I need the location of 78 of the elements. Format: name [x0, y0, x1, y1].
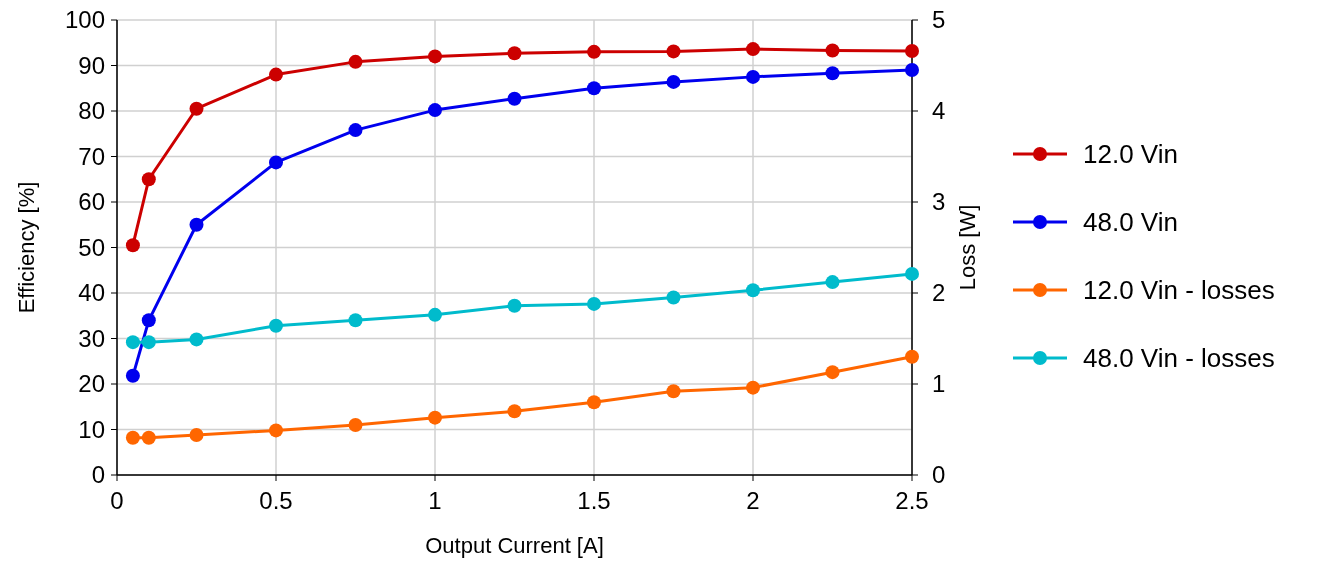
point — [666, 384, 681, 399]
point — [428, 103, 442, 118]
y2-axis-title: Loss [W] — [955, 204, 980, 291]
legend-label: 12.0 Vin — [1083, 139, 1178, 169]
legend-label: 48.0 Vin — [1083, 207, 1178, 237]
point — [348, 54, 363, 69]
point — [905, 43, 919, 58]
point — [587, 296, 601, 311]
point — [825, 275, 840, 290]
point — [125, 368, 140, 383]
point — [125, 335, 140, 350]
y2-tick-label: 3 — [932, 188, 946, 215]
y-tick-label: 40 — [78, 279, 105, 306]
x-tick-label: 2 — [746, 487, 760, 514]
point — [189, 427, 204, 442]
point — [666, 74, 681, 89]
y2-tick-label: 1 — [932, 370, 946, 397]
point — [269, 155, 283, 170]
point — [746, 380, 760, 395]
y-tick-label: 70 — [78, 142, 105, 170]
point — [428, 307, 442, 322]
point — [269, 423, 283, 438]
point — [746, 69, 760, 84]
point — [825, 66, 840, 81]
x-tick-label: 2.5 — [895, 487, 929, 514]
point — [507, 404, 522, 419]
x-tick-label: 0.5 — [259, 487, 293, 514]
point — [507, 298, 522, 313]
point — [189, 332, 204, 347]
y-axis-title: Efficiency [%] — [14, 181, 39, 314]
point — [189, 217, 204, 232]
point — [587, 81, 601, 96]
point — [666, 290, 681, 305]
x-tick-label: 0 — [110, 487, 124, 514]
legend-label: 48.0 Vin - losses — [1083, 343, 1275, 373]
point — [141, 430, 156, 445]
point — [141, 313, 156, 328]
x-axis-title: Output Current [A] — [425, 533, 604, 558]
point — [746, 42, 760, 57]
point — [905, 266, 919, 281]
y-tick-label: 0 — [91, 461, 105, 488]
point — [666, 44, 681, 59]
x-tick-label: 1.5 — [577, 487, 611, 514]
point — [825, 365, 840, 380]
y-tick-label: 80 — [78, 97, 105, 124]
y-tick-label: 20 — [78, 370, 105, 397]
point — [348, 417, 363, 432]
point — [587, 395, 601, 410]
point — [125, 430, 140, 445]
y2-tick-label: 4 — [932, 97, 946, 124]
point — [428, 410, 442, 425]
point — [746, 283, 760, 298]
y-tick-label: 100 — [64, 6, 105, 33]
y-tick-label: 90 — [78, 51, 105, 79]
point — [125, 238, 140, 253]
point — [348, 123, 363, 138]
y-tick-label: 30 — [78, 324, 105, 352]
point — [905, 63, 919, 78]
point — [189, 101, 204, 116]
point — [141, 172, 156, 187]
point — [141, 335, 156, 350]
point — [269, 318, 283, 333]
x-tick-label: 1 — [428, 487, 442, 514]
point — [428, 49, 442, 64]
point — [825, 43, 840, 58]
point — [348, 313, 363, 328]
y-tick-label: 60 — [78, 188, 105, 215]
point — [507, 46, 522, 61]
legend-label: 12.0 Vin - losses — [1083, 275, 1275, 305]
y2-tick-label: 5 — [932, 6, 946, 33]
point — [269, 67, 283, 82]
y2-tick-label: 2 — [932, 279, 946, 306]
point — [905, 349, 919, 364]
y-tick-label: 10 — [78, 415, 105, 443]
y-tick-label: 50 — [78, 233, 105, 261]
y2-tick-label: 0 — [932, 461, 946, 488]
point — [587, 44, 601, 59]
point — [507, 91, 522, 106]
